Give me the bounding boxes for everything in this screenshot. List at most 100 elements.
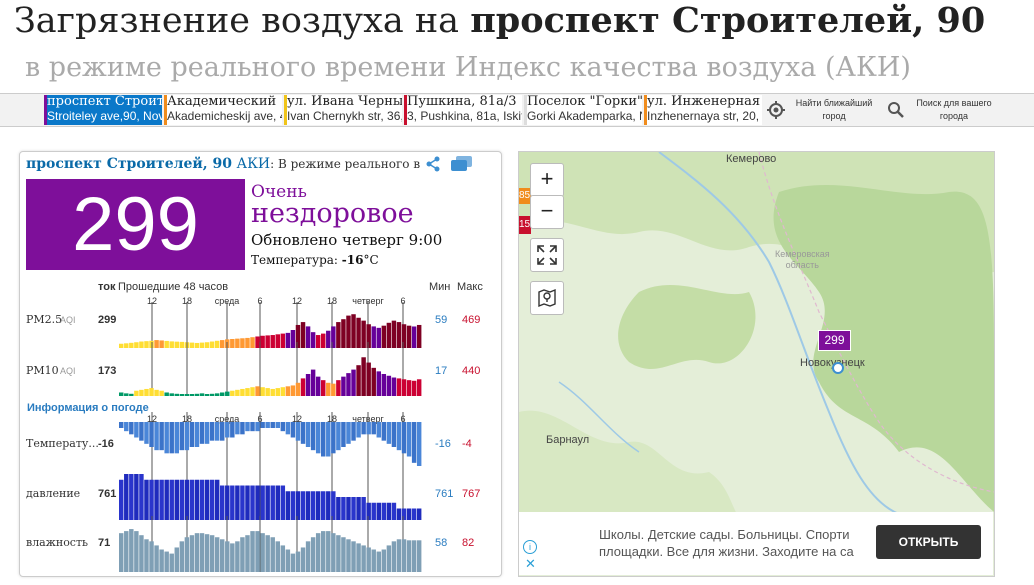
- chart-bar: [401, 422, 407, 454]
- chart-bar: [411, 540, 417, 572]
- ad-info-icon[interactable]: i: [523, 540, 537, 554]
- chart-bar: [326, 422, 331, 457]
- chart-bar: [315, 376, 321, 396]
- chart-bar: [214, 340, 220, 348]
- chart-bar: [139, 341, 144, 348]
- chart-bar: [275, 541, 280, 572]
- chart-bar: [134, 474, 139, 520]
- chart-tick-label: 18: [327, 296, 337, 306]
- chart-bar: [194, 342, 200, 348]
- chart-bar: [139, 474, 144, 520]
- chart-bar: [396, 322, 402, 348]
- zoom-out-button[interactable]: −: [530, 195, 564, 229]
- chart-bar: [366, 324, 371, 348]
- chart-bar: [406, 540, 412, 572]
- chart-bar: [416, 540, 422, 572]
- chart-bar: [321, 531, 326, 572]
- chart-bar: [401, 379, 407, 396]
- chart-bar: [134, 342, 139, 348]
- chart-bar: [331, 533, 336, 572]
- chart-bar: [351, 369, 356, 396]
- card-station-name[interactable]: проспект Строителей, 90: [26, 156, 233, 172]
- chart-bar: [250, 422, 255, 432]
- history-charts: 1218среда61218четверг61218среда61218четв…: [26, 296, 480, 572]
- map-aqi-marker[interactable]: 299: [818, 330, 851, 351]
- share-icon[interactable]: [424, 155, 442, 173]
- aqi-card: проспект Строителей, 90 АКИ: В режиме ре…: [19, 151, 502, 577]
- chart-bar: [371, 549, 376, 572]
- ad-close-icon[interactable]: ✕: [525, 556, 536, 571]
- ad-open-button[interactable]: ОТКРЫТЬ: [876, 525, 981, 559]
- series-min: 17: [435, 365, 447, 377]
- chart-bar: [149, 479, 154, 520]
- tab-station-3[interactable]: Пушкина, 81а/33, Pushkina, 81a, Iskitim: [404, 95, 522, 125]
- fullscreen-icon: [537, 245, 557, 265]
- chart-bar: [280, 485, 286, 520]
- tab-sublabel: 3, Pushkina, 81a, Iskitim: [407, 109, 522, 123]
- series-current: 71: [98, 537, 110, 549]
- chart-bar: [214, 393, 220, 396]
- chart-bar: [371, 422, 376, 435]
- chart-bar: [119, 479, 124, 520]
- tab-color-bar: [284, 95, 287, 125]
- widget-icon[interactable]: [450, 155, 474, 173]
- chart-bar: [139, 389, 144, 396]
- aqi-level-line1: Очень: [251, 182, 307, 202]
- chart-bar: [204, 394, 210, 396]
- chart-bar: [255, 422, 260, 432]
- chart-bar: [290, 491, 296, 520]
- chart-bar: [209, 479, 215, 520]
- chart-bar: [225, 422, 230, 438]
- chart-bar: [204, 342, 210, 348]
- chart-bar: [225, 485, 230, 520]
- chart-bar: [240, 338, 245, 348]
- tab-station-4[interactable]: Поселок "Горки"Gorki Akademparka, Novosi…: [524, 95, 642, 125]
- chart-bar: [321, 422, 326, 457]
- temperature-unit: °C: [363, 253, 379, 267]
- chart-bar: [371, 367, 376, 396]
- chart-bar: [331, 491, 336, 520]
- chart-bar: [351, 314, 356, 348]
- chart-bar: [346, 539, 351, 572]
- map-side-marker-1[interactable]: 85: [519, 188, 531, 204]
- map-layers-button[interactable]: [530, 281, 564, 315]
- chart-bar: [376, 422, 381, 438]
- series-unit: AQI: [60, 315, 76, 325]
- chart-bar: [164, 340, 169, 348]
- chart-bar: [270, 388, 275, 396]
- ad-line-1: Школы. Детские сады. Больницы. Спорти: [599, 527, 850, 542]
- chart-bar: [220, 485, 225, 520]
- chart-bar: [376, 502, 381, 520]
- chart-bar: [406, 325, 412, 348]
- chart-bar: [386, 422, 392, 444]
- chart-bar: [189, 535, 195, 572]
- zoom-in-button[interactable]: +: [530, 163, 564, 197]
- fullscreen-button[interactable]: [530, 238, 564, 272]
- find-nearest-button[interactable]: Найти ближайший город: [764, 95, 884, 125]
- chart-bar: [174, 479, 179, 520]
- ad-banner[interactable]: i ✕ Школы. Детские сады. Больницы. Спорт…: [519, 512, 993, 575]
- chart-bar: [194, 393, 200, 396]
- chart-bar: [326, 382, 331, 396]
- map-view[interactable]: Кемерово Кемеровская область Новокузнецк…: [518, 151, 995, 577]
- map-side-marker-2[interactable]: 158: [519, 216, 531, 234]
- chart-bar: [124, 531, 129, 572]
- tab-station-0[interactable]: проспект Строителей, 90Stroiteley ave,90…: [44, 95, 162, 125]
- chart-bar: [230, 485, 235, 520]
- map-label-novokuznetsk: Новокузнецк: [800, 357, 865, 369]
- chart-bar: [245, 485, 250, 520]
- chart-bar: [194, 479, 200, 520]
- chart-bar: [341, 376, 346, 396]
- chart-bar: [411, 422, 417, 463]
- city-search-button[interactable]: Поиск для вашего города: [884, 95, 1004, 125]
- chart-bar: [275, 388, 280, 396]
- chart-bar: [250, 337, 255, 348]
- chart-bar: [260, 387, 265, 396]
- chart-bar: [295, 491, 301, 520]
- chart-bar: [295, 422, 301, 441]
- chart-bar: [189, 394, 195, 396]
- chart-bar: [214, 537, 220, 572]
